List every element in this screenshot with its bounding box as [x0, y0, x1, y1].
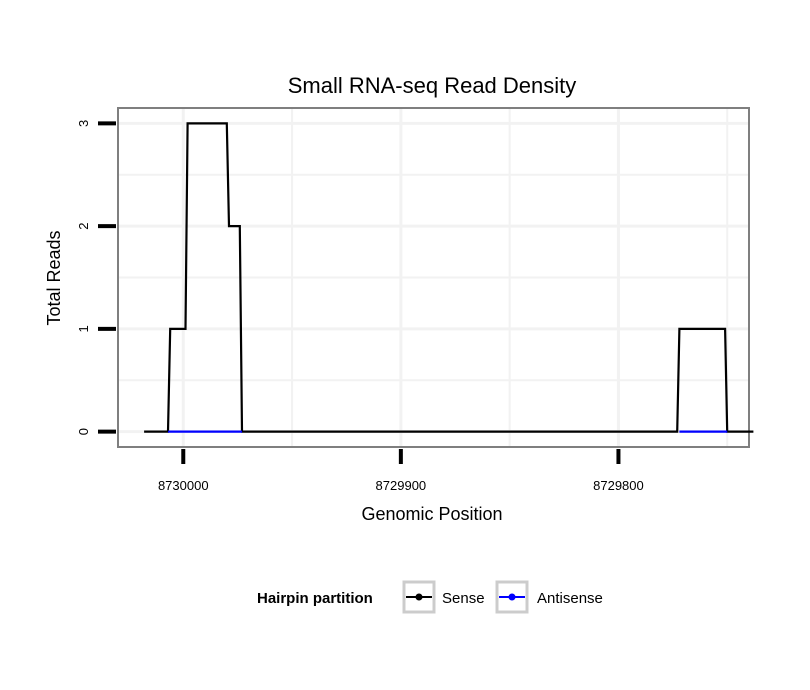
- series-layer: [144, 122, 754, 433]
- x-tick-label: 8729900: [376, 478, 427, 493]
- series-line-sense: [144, 122, 754, 433]
- legend-item-antisense: Antisense: [495, 580, 603, 614]
- chart-title: Small RNA-seq Read Density: [288, 73, 577, 98]
- legend-point-antisense: [508, 593, 516, 601]
- panel-border: [117, 107, 750, 448]
- legend-point-sense: [415, 593, 423, 601]
- y-tick-label: 3: [76, 120, 91, 127]
- y-tick-label: 1: [76, 325, 91, 332]
- y-tick-label: 0: [76, 428, 91, 435]
- x-tick-label: 8729800: [593, 478, 644, 493]
- grid: [118, 108, 749, 447]
- legend-label-antisense: Antisense: [537, 590, 603, 607]
- legend-label-sense: Sense: [442, 590, 485, 607]
- y-tick-label: 2: [76, 223, 91, 230]
- legend-item-sense: Sense: [402, 580, 485, 614]
- axes: 8730000 8729900 8729800 0 1 2 3: [76, 120, 644, 493]
- x-axis-title: Genomic Position: [361, 504, 502, 524]
- x-tick-label: 8730000: [158, 478, 209, 493]
- legend-title: Hairpin partition: [257, 590, 373, 607]
- y-axis-title: Total Reads: [44, 230, 64, 325]
- legend: Hairpin partition Sense Antisense: [257, 580, 603, 614]
